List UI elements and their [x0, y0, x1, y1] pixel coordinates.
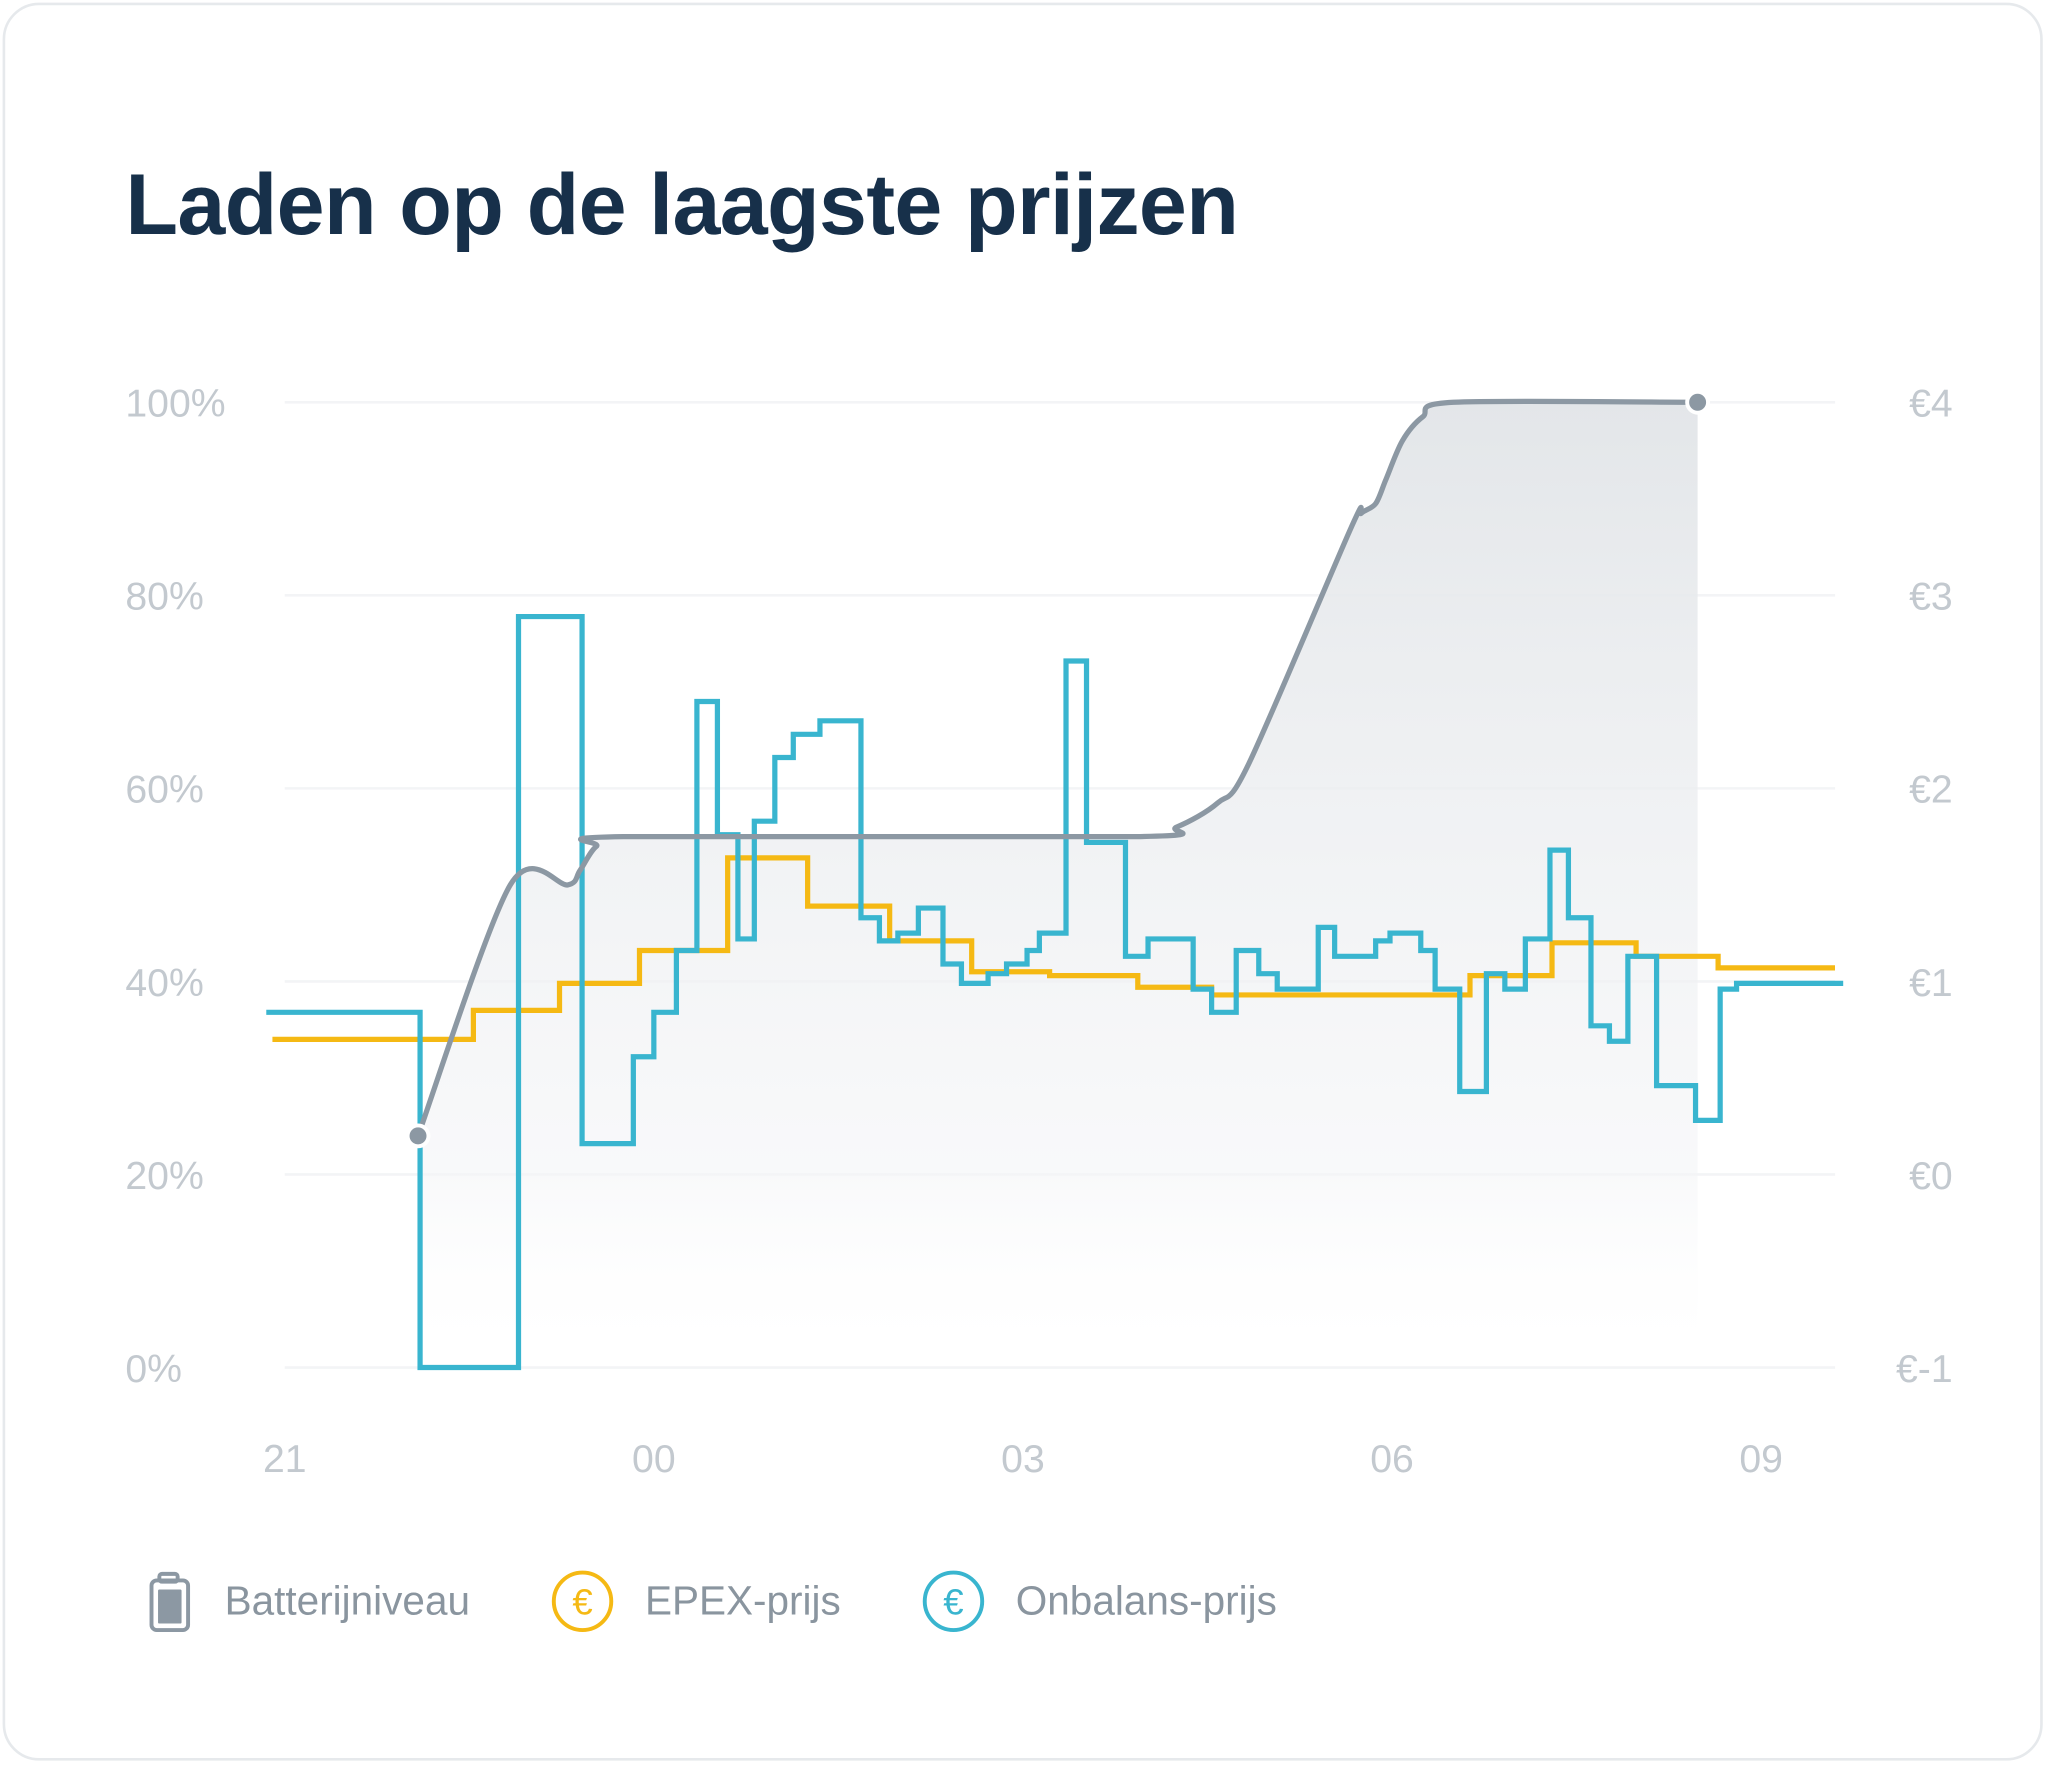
y-right-tick-label: €1	[1909, 962, 1953, 1005]
legend: Batterijniveau € EPEX-prijs € Onbalans-p…	[144, 1567, 1356, 1635]
x-tick-label: 06	[1370, 1438, 1414, 1481]
y-left-tick-label: 40%	[125, 962, 203, 1005]
onbalans-price-line	[266, 613, 1844, 1371]
legend-item-onbalans: € Onbalans-prijs	[919, 1567, 1277, 1635]
y-left-tick-label: 80%	[125, 576, 203, 619]
epex-price-line	[272, 855, 1835, 1042]
battery-icon	[149, 1571, 191, 1632]
euro-circle-icon: €	[551, 1570, 614, 1632]
battery-end-marker	[1685, 389, 1711, 415]
legend-item-epex: € EPEX-prijs	[548, 1567, 841, 1635]
battery-level-line	[415, 398, 1701, 1139]
y-right-tick-label: €-1	[1896, 1348, 1953, 1391]
svg-text:€: €	[572, 1581, 592, 1622]
legend-label-epex: EPEX-prijs	[645, 1577, 841, 1624]
legend-label-onbalans: Onbalans-prijs	[1015, 1577, 1277, 1624]
x-tick-label: 21	[263, 1438, 307, 1481]
y-left-tick-label: 60%	[125, 769, 203, 812]
legend-item-battery: Batterijniveau	[144, 1569, 470, 1634]
y-left-tick-label: 20%	[125, 1155, 203, 1198]
battery-area	[418, 401, 1698, 1368]
y-left-tick-label: 100%	[125, 383, 225, 426]
y-right-tick-label: €2	[1909, 769, 1953, 812]
page-title: Laden op de laagste prijzen	[125, 155, 1239, 253]
svg-text:€: €	[943, 1581, 963, 1622]
x-tick-label: 03	[1001, 1438, 1045, 1481]
euro-circle-icon: €	[922, 1570, 984, 1632]
battery-start-marker	[405, 1123, 431, 1149]
y-left-tick-label: 0%	[125, 1348, 182, 1391]
x-tick-label: 09	[1739, 1438, 1783, 1481]
y-right-tick-label: €4	[1909, 383, 1953, 426]
x-tick-label: 00	[632, 1438, 676, 1481]
y-right-tick-label: €3	[1909, 576, 1953, 619]
y-right-tick-label: €0	[1909, 1155, 1953, 1198]
legend-label-battery: Batterijniveau	[224, 1577, 470, 1624]
